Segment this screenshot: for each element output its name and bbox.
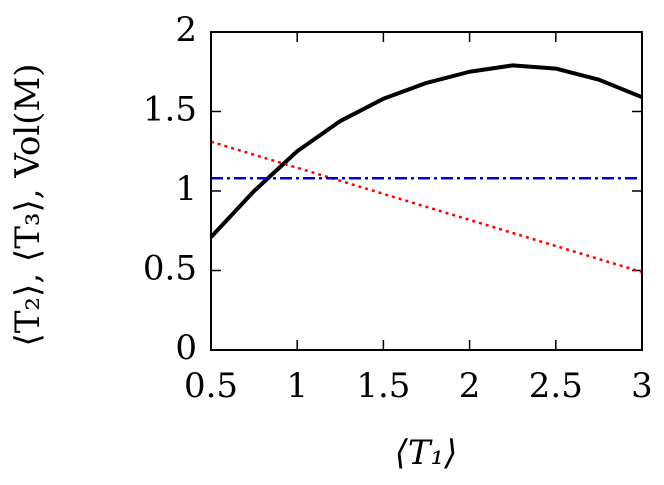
- x-tick-label: 2: [459, 366, 481, 406]
- x-tick-label: 2.5: [529, 366, 583, 406]
- x-axis-label: ⟨T₁⟩: [395, 433, 458, 473]
- y-tick-label: 1.5: [143, 90, 197, 130]
- x-tick-label: 1.5: [356, 366, 410, 406]
- x-tick-label: 3: [631, 366, 653, 406]
- y-tick-label: 1: [175, 169, 197, 209]
- y-tick-label: 2: [175, 10, 197, 50]
- data-line: [210, 140, 643, 274]
- plot-frame: [210, 31, 643, 351]
- x-tick-label: 0.5: [184, 366, 238, 406]
- y-tick-label: 0: [175, 328, 197, 368]
- data-line: [209, 63, 643, 239]
- x-tick-label: 1: [286, 366, 308, 406]
- y-tick-label: 0.5: [143, 249, 197, 289]
- y-axis-label: ⟨T₂⟩, ⟨T₃⟩, Vol(M): [8, 63, 48, 346]
